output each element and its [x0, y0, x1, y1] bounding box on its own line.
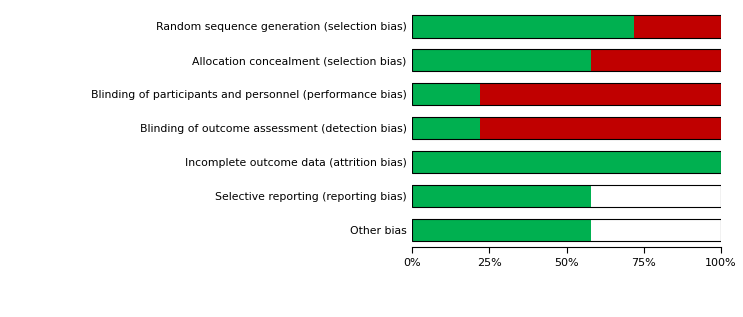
Bar — [412, 16, 721, 37]
Bar — [412, 219, 591, 241]
Bar — [412, 117, 480, 139]
Bar — [635, 16, 721, 37]
Bar — [412, 49, 591, 72]
Bar — [412, 185, 721, 207]
Bar — [591, 49, 721, 72]
Bar — [480, 117, 721, 139]
Bar — [412, 151, 721, 173]
Bar — [412, 185, 591, 207]
Bar — [412, 16, 635, 37]
Bar — [480, 83, 721, 106]
Bar — [591, 219, 721, 241]
Bar — [412, 151, 721, 173]
Bar — [412, 117, 721, 139]
Bar — [412, 219, 721, 241]
Bar — [412, 83, 721, 106]
Bar — [412, 83, 480, 106]
Bar — [591, 185, 721, 207]
Bar — [412, 49, 721, 72]
